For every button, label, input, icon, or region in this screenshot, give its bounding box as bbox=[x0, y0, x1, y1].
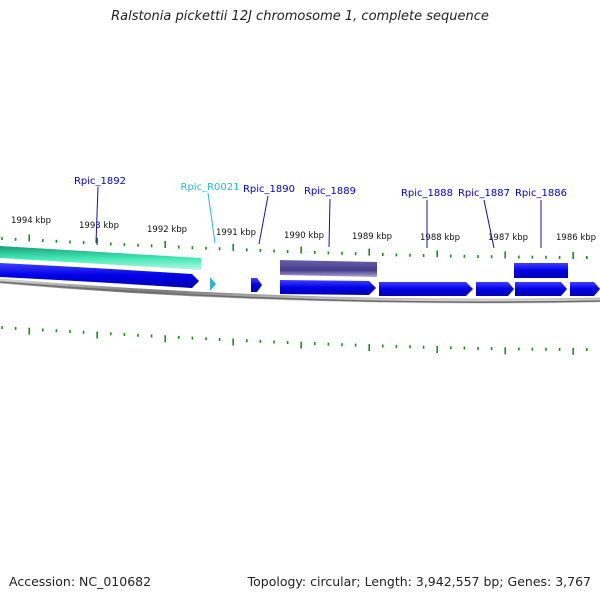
kbp-label: 1992 kbp bbox=[147, 225, 187, 235]
leader-line bbox=[258, 195, 269, 245]
leader-line bbox=[483, 199, 495, 249]
gene-label-rpic-1889[interactable]: Rpic_1889 bbox=[304, 186, 356, 197]
gene-arrow-rpic-r0021[interactable] bbox=[210, 277, 216, 291]
kbp-label: 1986 kbp bbox=[556, 233, 596, 243]
page-title: Ralstonia pickettii 12J chromosome 1, co… bbox=[111, 9, 489, 24]
gene-label-rpic-1888[interactable]: Rpic_1888 bbox=[401, 188, 453, 199]
gene-arrow-rpic-1886[interactable] bbox=[515, 282, 567, 296]
gene-arrow-rpic-1892[interactable] bbox=[0, 263, 199, 288]
genome-summary-text: Topology: circular; Length: 3,942,557 bp… bbox=[247, 574, 591, 589]
gene-label-rpic-1886[interactable]: Rpic_1886 bbox=[515, 188, 567, 199]
leader-line bbox=[95, 186, 99, 244]
kbp-label: 1987 kbp bbox=[488, 233, 528, 243]
kbp-label: 1990 kbp bbox=[284, 231, 324, 241]
gene-label-rpic-1887[interactable]: Rpic_1887 bbox=[458, 188, 510, 199]
leader-line bbox=[328, 198, 331, 248]
leader-line bbox=[207, 192, 216, 244]
feature-teal[interactable] bbox=[0, 246, 201, 270]
kbp-labels: 1994 kbp 1993 kbp 1992 kbp 1991 kbp 1990… bbox=[11, 216, 596, 243]
chromosome-backbone bbox=[0, 278, 600, 304]
accession-text: Accession: NC_010682 bbox=[9, 574, 152, 589]
kbp-label: 1989 kbp bbox=[352, 232, 392, 242]
gene-arrow-rpic-1886-upper[interactable] bbox=[514, 263, 568, 278]
chromosome-backbone-line bbox=[0, 281, 600, 303]
upper-tick-ruler bbox=[1, 234, 588, 259]
feature-purple[interactable] bbox=[280, 260, 377, 277]
gene-label-rpic-r0021[interactable]: Rpic_R0021 bbox=[181, 182, 240, 193]
kbp-label: 1988 kbp bbox=[420, 233, 460, 243]
gene-arrow-rpic-1889[interactable] bbox=[280, 280, 376, 295]
lower-tick-ruler bbox=[1, 326, 588, 355]
gene-label-rpic-1890[interactable]: Rpic_1890 bbox=[243, 184, 295, 195]
gene-arrow-rpic-1887[interactable] bbox=[476, 282, 514, 296]
gene-arrow-rpic-1890[interactable] bbox=[251, 278, 262, 292]
gene-labels: Rpic_1892 Rpic_R0021 Rpic_1890 Rpic_1889… bbox=[74, 176, 567, 249]
kbp-label: 1994 kbp bbox=[11, 216, 51, 226]
kbp-label: 1991 kbp bbox=[216, 228, 256, 238]
kbp-label: 1993 kbp bbox=[79, 221, 119, 231]
gene-arrow-partial-right[interactable] bbox=[570, 282, 600, 296]
gene-label-rpic-1892[interactable]: Rpic_1892 bbox=[74, 176, 126, 187]
gene-track bbox=[0, 263, 600, 296]
gene-arrow-rpic-1888[interactable] bbox=[379, 282, 473, 296]
